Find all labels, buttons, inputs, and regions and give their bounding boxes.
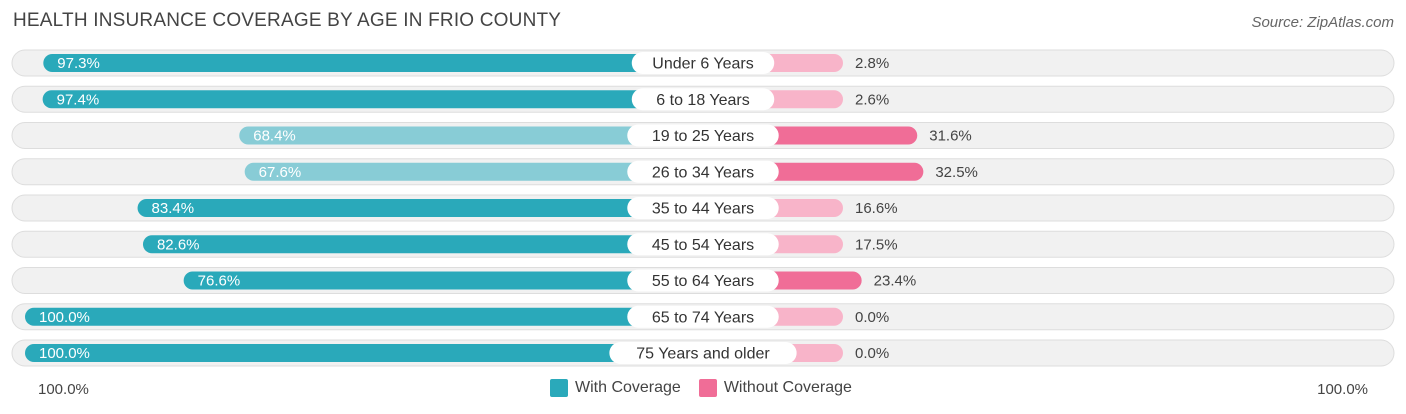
chart-canvas: Under 6 Years 97.3% 2.8% 6 to 18 Years 97.4%… [11, 49, 1395, 367]
with-coverage-value-label: 76.6% [198, 273, 241, 290]
category-label: 55 to 64 Years [652, 273, 754, 290]
axis-right-label: 100.0% [1317, 381, 1368, 398]
category-label-bg [627, 305, 779, 328]
category-label-bg [627, 160, 779, 183]
category-label: 65 to 74 Years [652, 309, 754, 326]
without-coverage-value-label: 16.6% [855, 200, 898, 217]
with-coverage-value-label: 83.4% [152, 200, 195, 217]
with-coverage-value-label: 67.6% [259, 164, 302, 181]
legend-item-with-coverage: With Coverage [550, 379, 681, 397]
without-coverage-value-label: 31.6% [929, 128, 972, 145]
without-coverage-value-label: 2.6% [855, 91, 889, 108]
legend: With Coverage Without Coverage [550, 379, 870, 397]
with-coverage-bar [142, 235, 704, 254]
category-label-bg [631, 52, 775, 74]
with-coverage-bar [42, 90, 704, 109]
without-coverage-value-label: 2.8% [855, 55, 889, 72]
category-label: 35 to 44 Years [652, 201, 754, 218]
legend-swatch-without-coverage [698, 379, 717, 397]
with-coverage-value-label: 97.3% [57, 55, 100, 72]
chart-title: HEALTH INSURANCE COVERAGE BY AGE IN FRIO… [13, 10, 562, 31]
with-coverage-value-label: 100.0% [39, 345, 90, 362]
with-coverage-bar [25, 307, 703, 326]
category-label: 6 to 18 Years [656, 92, 749, 109]
with-coverage-bar [239, 126, 704, 145]
category-label: 26 to 34 Years [652, 164, 754, 181]
with-coverage-bar [183, 271, 704, 290]
category-label-bg [631, 88, 775, 111]
with-coverage-value-label: 100.0% [39, 309, 90, 326]
legend-label-with-coverage: With Coverage [575, 379, 681, 396]
category-label: 45 to 54 Years [652, 237, 754, 254]
axis-left-label: 100.0% [38, 381, 89, 398]
category-label-bg [627, 124, 779, 147]
without-coverage-value-label: 32.5% [935, 164, 978, 181]
category-label-bg [627, 197, 779, 219]
category-label-bg [627, 233, 779, 256]
without-coverage-value-label: 17.5% [855, 236, 898, 253]
source-label: Source: ZipAtlas.com [1251, 14, 1394, 31]
category-label: 19 to 25 Years [652, 128, 754, 145]
legend-item-without-coverage: Without Coverage [698, 379, 852, 397]
category-label: Under 6 Years [652, 56, 753, 73]
with-coverage-bar [43, 54, 703, 72]
category-label-bg [627, 269, 779, 292]
with-coverage-value-label: 97.4% [57, 91, 100, 108]
category-label-bg [609, 342, 797, 364]
with-coverage-bar [25, 344, 703, 362]
with-coverage-value-label: 68.4% [253, 128, 296, 145]
with-coverage-value-label: 82.6% [157, 236, 200, 253]
without-coverage-value-label: 0.0% [855, 309, 889, 326]
legend-label-without-coverage: Without Coverage [723, 379, 852, 396]
without-coverage-value-label: 23.4% [874, 273, 917, 290]
legend-swatch-with-coverage [550, 379, 568, 397]
without-coverage-value-label: 0.0% [855, 345, 889, 362]
category-label: 75 Years and older [636, 346, 770, 363]
with-coverage-bar [244, 162, 703, 181]
with-coverage-bar [137, 199, 704, 217]
